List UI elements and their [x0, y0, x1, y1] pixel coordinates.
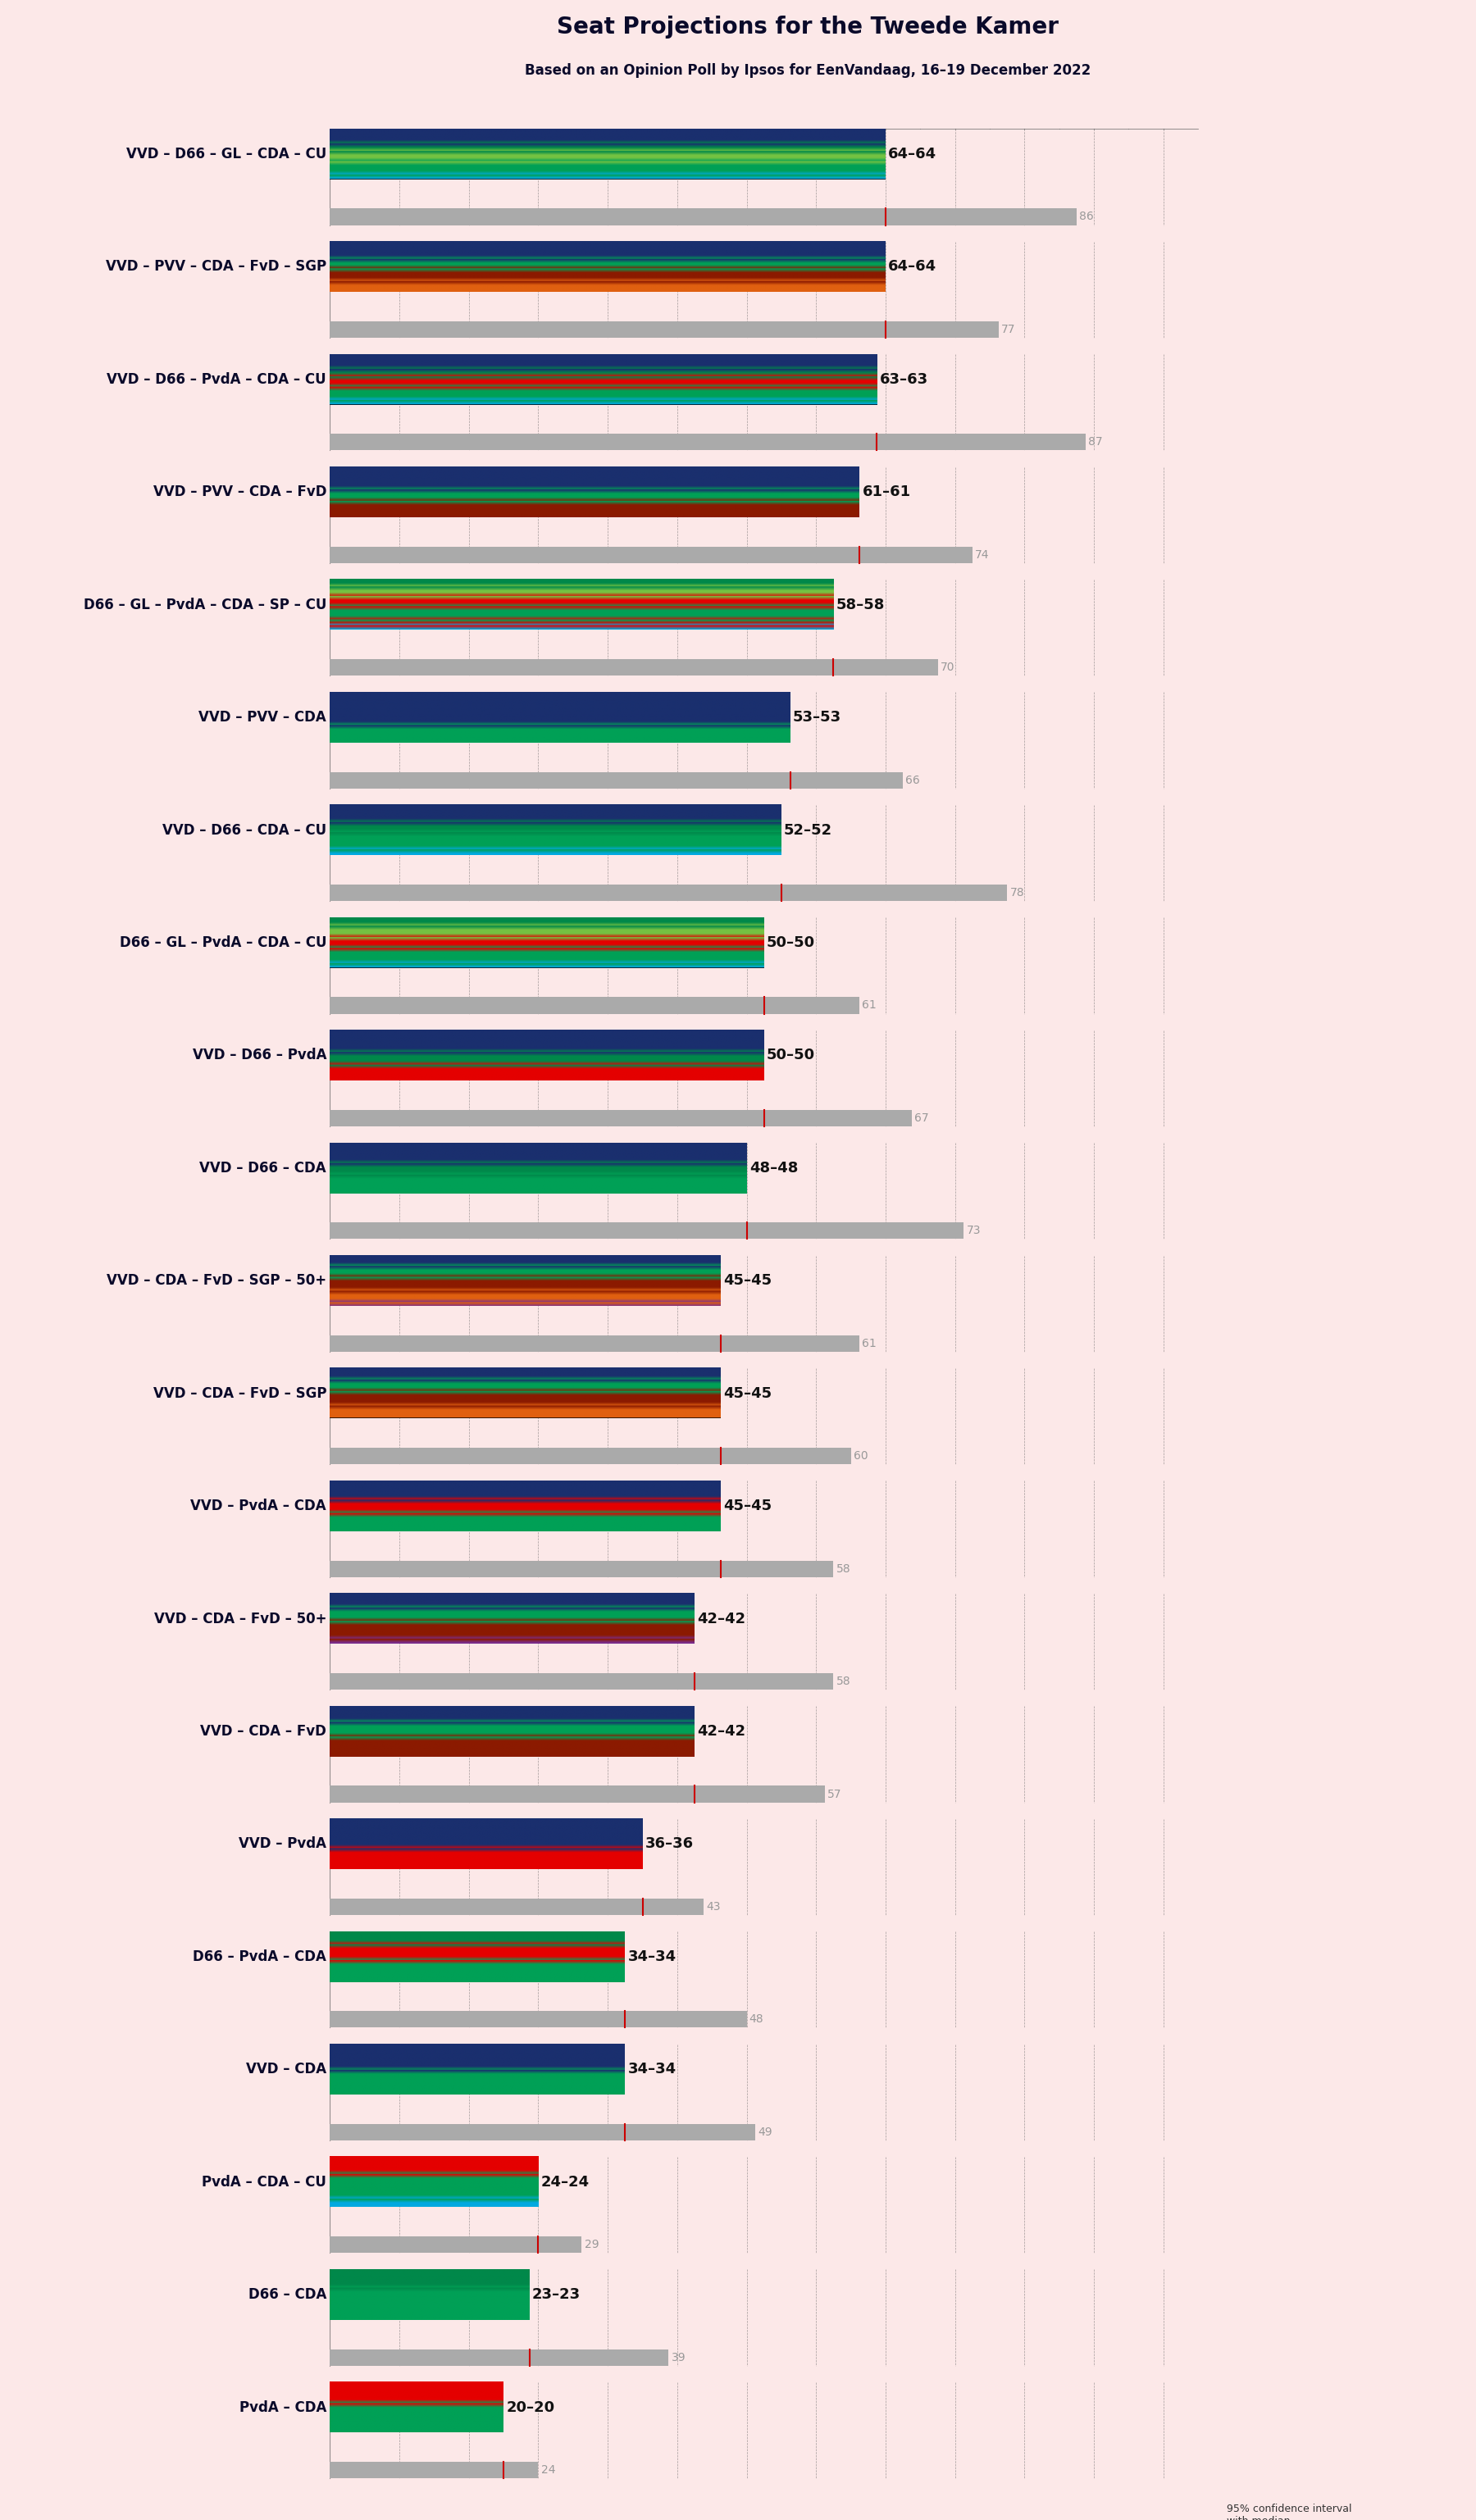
- Bar: [331, 998, 859, 1013]
- Text: 49: 49: [759, 2127, 772, 2137]
- Text: 48–48: 48–48: [750, 1162, 799, 1174]
- Bar: [331, 1898, 703, 1915]
- Text: 87: 87: [1088, 436, 1103, 449]
- Text: VVD – CDA – FvD – 50+: VVD – CDA – FvD – 50+: [154, 1610, 326, 1625]
- Text: VVD – D66 – PvdA – CDA – CU: VVD – D66 – PvdA – CDA – CU: [106, 373, 326, 386]
- Bar: [331, 1109, 912, 1126]
- Text: 61–61: 61–61: [862, 484, 911, 499]
- Text: 60: 60: [853, 1452, 868, 1462]
- Text: 43: 43: [706, 1900, 720, 1913]
- Bar: [1154, 2502, 1224, 2520]
- Text: VVD – PvdA: VVD – PvdA: [239, 1837, 326, 1852]
- Text: 50–50: 50–50: [766, 1048, 815, 1063]
- Bar: [331, 209, 1076, 224]
- Text: 95% confidence interval
with median: 95% confidence interval with median: [1227, 2505, 1352, 2520]
- Text: VVD – PvdA – CDA: VVD – PvdA – CDA: [190, 1499, 326, 1515]
- Text: 39: 39: [672, 2351, 685, 2364]
- Text: 45–45: 45–45: [723, 1499, 772, 1515]
- Text: 73: 73: [967, 1225, 980, 1237]
- Text: D66 – PvdA – CDA: D66 – PvdA – CDA: [193, 1950, 326, 1963]
- Text: PvdA – CDA – CU: PvdA – CDA – CU: [202, 2175, 326, 2190]
- Text: Based on an Opinion Poll by Ipsos for EenVandaag, 16–19 December 2022: Based on an Opinion Poll by Ipsos for Ee…: [524, 63, 1091, 78]
- Text: VVD – CDA – FvD: VVD – CDA – FvD: [201, 1724, 326, 1739]
- Text: 58–58: 58–58: [835, 597, 884, 612]
- Text: 58: 58: [835, 1676, 850, 1688]
- Text: 20–20: 20–20: [506, 2399, 555, 2414]
- Text: 70: 70: [940, 663, 955, 673]
- Text: 61: 61: [862, 1000, 877, 1011]
- Text: 29: 29: [584, 2238, 599, 2250]
- Text: VVD – D66 – CDA: VVD – D66 – CDA: [199, 1162, 326, 1174]
- Text: 52–52: 52–52: [784, 822, 832, 837]
- Text: VVD – PVV – CDA: VVD – PVV – CDA: [199, 711, 326, 726]
- Text: VVD – CDA: VVD – CDA: [246, 2061, 326, 2076]
- Bar: [331, 885, 1007, 902]
- Bar: [331, 1222, 964, 1240]
- Text: 45–45: 45–45: [723, 1273, 772, 1288]
- Bar: [331, 2124, 756, 2139]
- Text: 58: 58: [835, 1562, 850, 1575]
- Text: 64–64: 64–64: [889, 260, 937, 275]
- Bar: [331, 1673, 834, 1691]
- Text: D66 – CDA: D66 – CDA: [248, 2288, 326, 2303]
- Bar: [331, 1336, 859, 1351]
- Text: VVD – D66 – PvdA: VVD – D66 – PvdA: [192, 1048, 326, 1063]
- Bar: [331, 2349, 669, 2366]
- Text: VVD – CDA – FvD – SGP: VVD – CDA – FvD – SGP: [154, 1386, 326, 1401]
- Text: PvdA – CDA: PvdA – CDA: [239, 2399, 326, 2414]
- Text: 34–34: 34–34: [627, 1950, 676, 1963]
- Bar: [331, 2011, 747, 2029]
- Text: 53–53: 53–53: [793, 711, 841, 726]
- Text: 78: 78: [1010, 887, 1024, 900]
- Text: VVD – PVV – CDA – FvD – SGP: VVD – PVV – CDA – FvD – SGP: [106, 260, 326, 275]
- Text: 50–50: 50–50: [766, 935, 815, 950]
- Text: 42–42: 42–42: [697, 1724, 745, 1739]
- Text: D66 – GL – PvdA – CDA – SP – CU: D66 – GL – PvdA – CDA – SP – CU: [84, 597, 326, 612]
- Text: 24–24: 24–24: [540, 2175, 589, 2190]
- Bar: [331, 1787, 825, 1802]
- Bar: [331, 771, 903, 789]
- Text: VVD – CDA – FvD – SGP – 50+: VVD – CDA – FvD – SGP – 50+: [106, 1273, 326, 1288]
- Bar: [331, 660, 937, 675]
- Bar: [331, 1560, 834, 1578]
- Text: 34–34: 34–34: [627, 2061, 676, 2076]
- Text: 86: 86: [1079, 212, 1094, 222]
- Text: 45–45: 45–45: [723, 1386, 772, 1401]
- Text: 57: 57: [828, 1789, 841, 1799]
- Text: 67: 67: [914, 1111, 928, 1124]
- Text: 64–64: 64–64: [889, 146, 937, 161]
- Text: 74: 74: [976, 549, 989, 559]
- Text: 42–42: 42–42: [697, 1610, 745, 1625]
- Bar: [331, 1449, 850, 1464]
- Text: 63–63: 63–63: [880, 373, 928, 386]
- Bar: [331, 320, 998, 338]
- Text: D66 – GL – PvdA – CDA – CU: D66 – GL – PvdA – CDA – CU: [120, 935, 326, 950]
- Text: 48: 48: [750, 2013, 763, 2026]
- Bar: [331, 433, 1085, 451]
- Text: 23–23: 23–23: [533, 2288, 580, 2303]
- Bar: [1190, 2502, 1224, 2520]
- Bar: [331, 547, 973, 562]
- Text: 66: 66: [906, 774, 920, 786]
- Text: 36–36: 36–36: [645, 1837, 694, 1852]
- Text: VVD – D66 – GL – CDA – CU: VVD – D66 – GL – CDA – CU: [125, 146, 326, 161]
- Text: 77: 77: [1001, 323, 1015, 335]
- Bar: [331, 2235, 582, 2253]
- Text: VVD – D66 – CDA – CU: VVD – D66 – CDA – CU: [162, 822, 326, 837]
- Bar: [331, 2462, 539, 2477]
- Text: 24: 24: [540, 2465, 555, 2475]
- Text: Seat Projections for the Tweede Kamer: Seat Projections for the Tweede Kamer: [556, 15, 1058, 38]
- Text: VVD – PVV – CDA – FvD: VVD – PVV – CDA – FvD: [154, 484, 326, 499]
- Text: 61: 61: [862, 1338, 877, 1348]
